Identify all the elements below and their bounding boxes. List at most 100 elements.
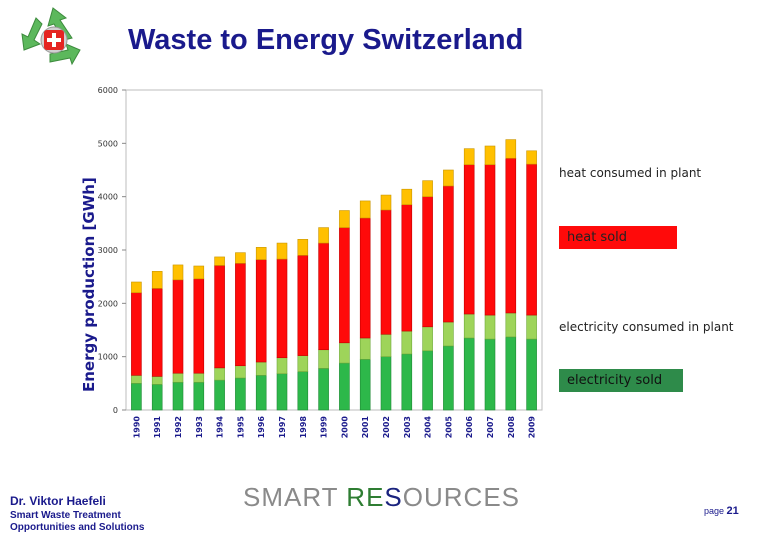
- bar-electricity-sold-2009: [526, 338, 537, 411]
- bar-electricity-consumed-in-plant-1990: [131, 375, 142, 384]
- bar-heat-sold-1993: [193, 278, 205, 374]
- x-tick-label: 2009: [528, 416, 537, 439]
- bar-heat-consumed-in-plant-1997: [276, 242, 288, 260]
- bar-heat-sold-2007: [484, 164, 496, 316]
- x-tick-label: 1993: [195, 416, 204, 438]
- bar-electricity-consumed-in-plant-2007: [484, 314, 496, 340]
- bar-electricity-consumed-in-plant-2001: [359, 337, 371, 360]
- bar-electricity-sold-1990: [131, 383, 142, 411]
- x-tick-label: 2000: [340, 416, 349, 439]
- bar-heat-sold-1991: [151, 288, 163, 377]
- bar-electricity-consumed-in-plant-1996: [255, 361, 267, 376]
- bar-electricity-consumed-in-plant-1992: [172, 372, 184, 383]
- page-indicator: page 21: [704, 505, 739, 517]
- x-tick-label: 2008: [507, 416, 516, 439]
- y-tick-label: 6000: [98, 86, 118, 95]
- bar-electricity-sold-2001: [359, 359, 371, 411]
- x-tick-label: 1992: [174, 416, 183, 438]
- bar-electricity-sold-2008: [505, 336, 517, 411]
- x-tick-label: 2004: [424, 416, 433, 439]
- bar-heat-sold-1998: [297, 255, 309, 356]
- brand-part-2: RE: [346, 482, 385, 512]
- brand-wordmark: SMART RESOURCES: [243, 482, 520, 513]
- x-tick-label: 2001: [361, 416, 370, 439]
- bar-heat-sold-1990: [131, 292, 142, 376]
- bar-heat-sold-2003: [401, 204, 413, 332]
- bar-heat-consumed-in-plant-2008: [505, 139, 517, 159]
- bar-electricity-consumed-in-plant-2002: [380, 333, 392, 357]
- bar-electricity-sold-2005: [443, 345, 454, 411]
- y-tick-label: 2000: [98, 299, 118, 308]
- bar-electricity-sold-1993: [193, 381, 205, 411]
- bar-electricity-consumed-in-plant-2006: [463, 313, 475, 339]
- bar-heat-consumed-in-plant-1990: [131, 281, 142, 293]
- legend-electricity-sold: electricity sold: [559, 369, 683, 392]
- bar-heat-consumed-in-plant-1999: [318, 227, 329, 244]
- page-title: Waste to Energy Switzerland: [128, 24, 524, 56]
- brand-part-1: SMART: [243, 482, 347, 512]
- bar-electricity-sold-1996: [255, 375, 267, 411]
- bar-heat-consumed-in-plant-2001: [359, 200, 371, 219]
- bar-electricity-sold-1991: [151, 384, 163, 411]
- bar-heat-sold-2001: [359, 217, 371, 339]
- bar-electricity-consumed-in-plant-2003: [401, 330, 413, 355]
- y-tick-label: 0: [113, 406, 118, 415]
- x-tick-label: 2006: [465, 416, 474, 439]
- bar-heat-consumed-in-plant-2004: [422, 180, 433, 197]
- bar-heat-consumed-in-plant-2003: [401, 188, 413, 205]
- page-label: page: [704, 506, 725, 516]
- bar-heat-consumed-in-plant-2007: [484, 145, 496, 165]
- bar-heat-consumed-in-plant-2005: [443, 169, 454, 187]
- x-tick-label: 2005: [444, 416, 453, 439]
- bar-electricity-sold-1998: [297, 371, 309, 411]
- bar-electricity-sold-2006: [463, 337, 475, 411]
- bar-electricity-sold-2007: [484, 338, 496, 411]
- x-tick-label: 1996: [257, 416, 266, 439]
- legend-heat-sold: heat sold: [559, 226, 677, 249]
- bar-electricity-consumed-in-plant-1998: [297, 355, 309, 372]
- bar-heat-consumed-in-plant-1996: [255, 247, 267, 260]
- bar-heat-sold-1992: [172, 279, 184, 374]
- bar-electricity-consumed-in-plant-1991: [151, 376, 163, 385]
- y-tick-label: 1000: [98, 353, 118, 362]
- bar-electricity-sold-2002: [380, 356, 392, 411]
- bar-heat-consumed-in-plant-1993: [193, 265, 205, 280]
- x-tick-label: 1999: [320, 416, 329, 439]
- x-tick-label: 1994: [216, 416, 225, 439]
- bar-electricity-sold-2000: [339, 362, 350, 411]
- bar-heat-sold-1995: [235, 263, 246, 367]
- bar-heat-sold-1999: [318, 242, 329, 351]
- y-tick-label: 3000: [98, 246, 118, 255]
- bar-heat-consumed-in-plant-2002: [380, 194, 392, 211]
- x-tick-label: 2007: [486, 416, 495, 438]
- bar-electricity-consumed-in-plant-1993: [193, 372, 205, 383]
- bar-electricity-consumed-in-plant-2008: [505, 312, 517, 338]
- legend-heat-consumed: heat consumed in plant: [559, 166, 702, 180]
- x-tick-label: 2002: [382, 416, 391, 438]
- bar-heat-consumed-in-plant-2009: [526, 150, 537, 165]
- bar-heat-sold-1994: [214, 265, 225, 369]
- brand-part-4: OURCES: [402, 482, 521, 512]
- recycling-logo-icon: [21, 7, 81, 66]
- legend-electricity-consumed: electricity consumed in plant: [559, 320, 734, 334]
- bar-heat-consumed-in-plant-1995: [235, 252, 246, 264]
- plot-area: [125, 89, 543, 411]
- y-tick-label: 5000: [98, 139, 118, 148]
- bar-heat-consumed-in-plant-2006: [463, 148, 475, 165]
- x-tick-label: 1997: [278, 416, 287, 438]
- presentation-subtitle: Smart Waste Treatment Opportunities and …: [10, 510, 145, 533]
- x-tick-label: 1998: [299, 416, 308, 439]
- bar-electricity-consumed-in-plant-1999: [318, 349, 329, 369]
- bar-electricity-sold-1994: [214, 379, 225, 411]
- bar-electricity-sold-1999: [318, 368, 329, 411]
- bar-electricity-sold-1997: [276, 373, 288, 411]
- bar-heat-sold-1996: [255, 259, 267, 363]
- bar-heat-sold-2009: [526, 163, 537, 316]
- y-tick-label: 4000: [98, 193, 118, 202]
- x-tick-label: 1990: [132, 416, 141, 439]
- bar-heat-consumed-in-plant-1992: [172, 264, 184, 281]
- bar-heat-sold-2004: [422, 196, 433, 328]
- bar-electricity-consumed-in-plant-1994: [214, 367, 225, 381]
- bar-heat-sold-2000: [339, 227, 350, 344]
